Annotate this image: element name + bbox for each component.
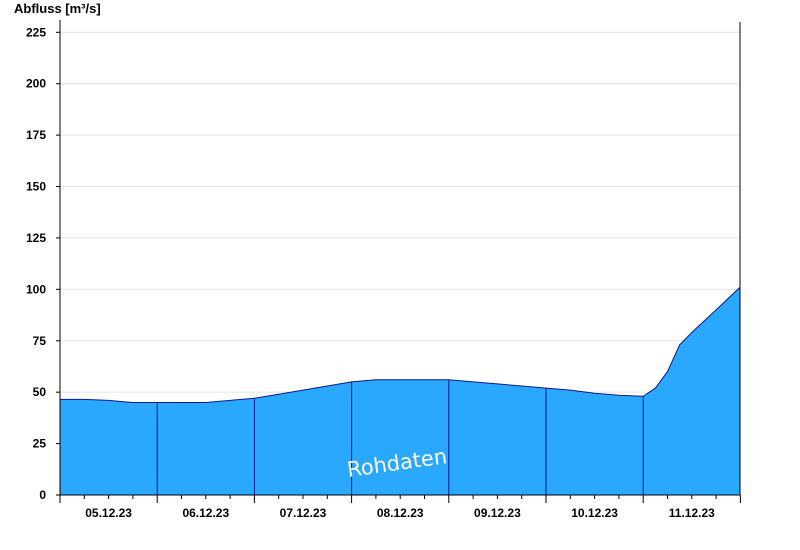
y-tick-label-7: 175: [26, 128, 46, 142]
y-tick-label-1: 25: [33, 437, 47, 451]
x-tick-label-6: 11.12.23: [669, 506, 715, 520]
y-tick-label-5: 125: [26, 231, 46, 245]
x-tick-label-2: 07.12.23: [280, 506, 327, 520]
y-tick-label-9: 225: [26, 25, 46, 39]
x-tick-label-0: 05.12.23: [85, 506, 132, 520]
x-tick-label-1: 06.12.23: [182, 506, 229, 520]
y-tick-label-8: 200: [26, 77, 46, 91]
y-ticks: 0 25 50 75 100 125 150 175 200 225: [26, 25, 60, 502]
y-tick-label-6: 150: [26, 180, 46, 194]
x-tick-label-5: 10.12.23: [571, 506, 618, 520]
x-ticks: 05.12.23 06.12.23 07.12.23 08.12.23 09.12.23…: [59, 495, 741, 520]
y-tick-label-3: 75: [33, 334, 47, 348]
y-axis-title: Abfluss [m³/s]: [14, 1, 101, 16]
day-separator-lines: [156, 379, 644, 495]
y-tick-label-4: 100: [26, 282, 46, 296]
y-tick-label-0: 0: [39, 488, 46, 502]
x-tick-label-4: 09.12.23: [474, 506, 521, 520]
discharge-line: [60, 180, 741, 403]
y-tick-label-2: 50: [33, 385, 47, 399]
discharge-area: [60, 180, 740, 495]
x-tick-label-3: 08.12.23: [377, 506, 424, 520]
